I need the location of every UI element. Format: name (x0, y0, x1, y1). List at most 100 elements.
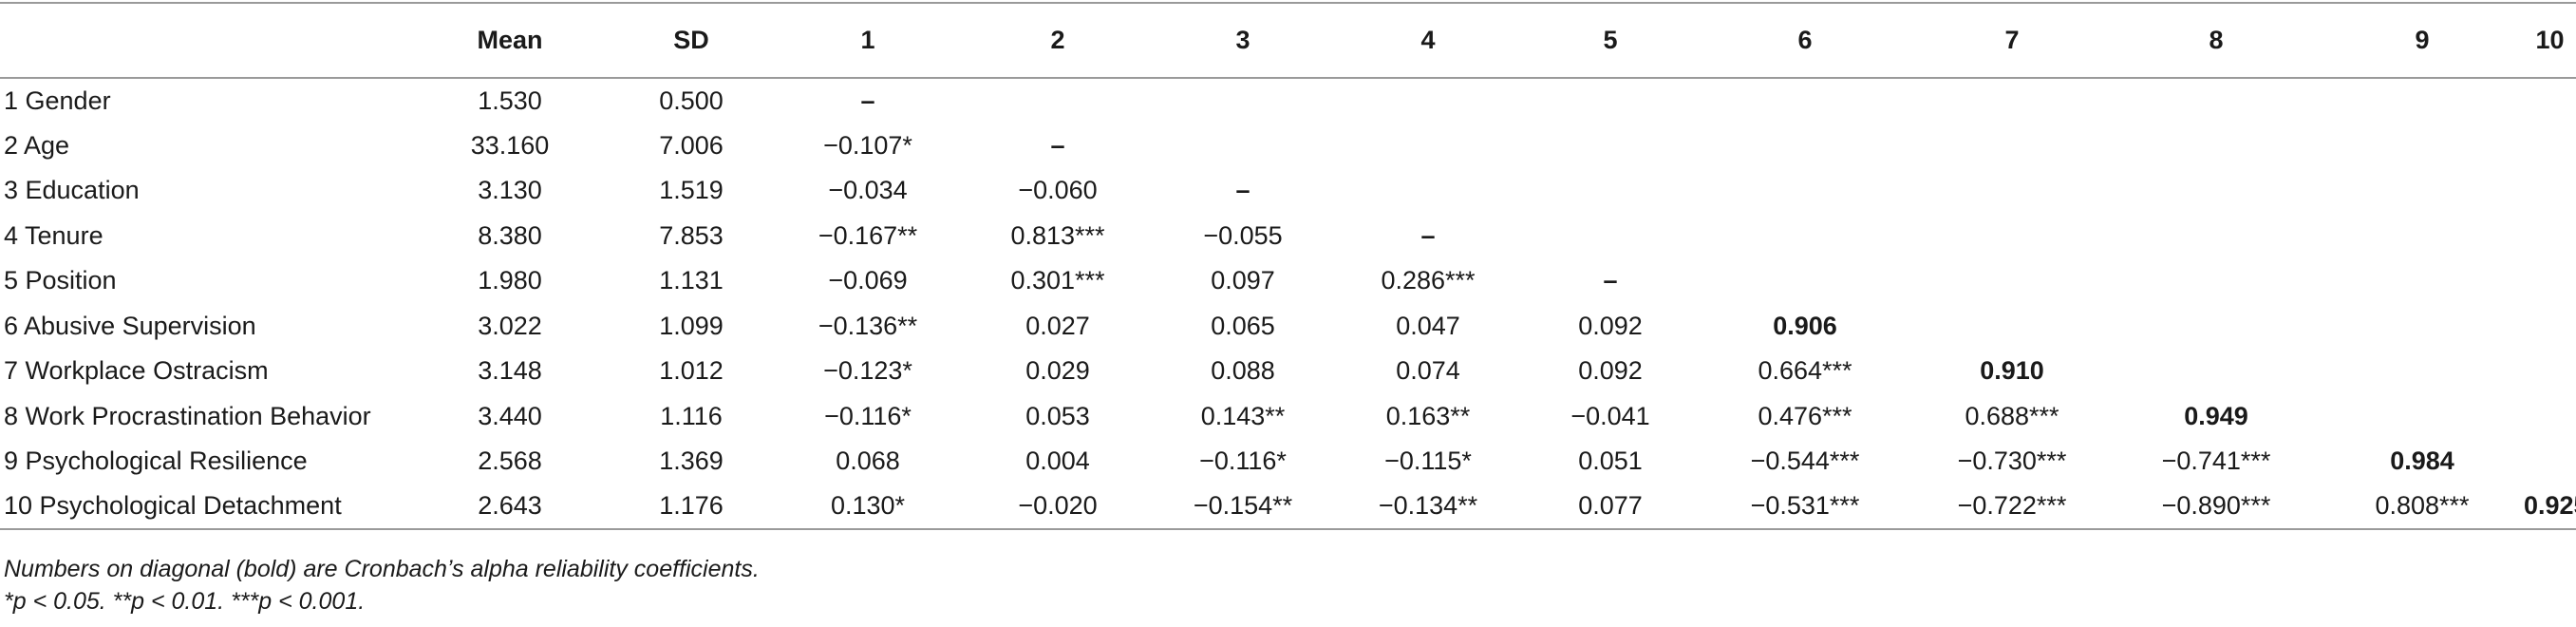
correlation-cell: 0.088 (1211, 356, 1275, 386)
correlation-cell (2524, 439, 2576, 484)
header-cell: 9 (2415, 26, 2430, 54)
correlation-cell: 0.053 (1025, 401, 1090, 430)
variable-name: 9 Psychological Resilience (4, 446, 308, 476)
correlation-cell: 0.476*** (1758, 401, 1852, 430)
correlation-cell: 0.047 (1396, 311, 1460, 340)
correlation-cell: −0.134** (1378, 491, 1478, 521)
table-row: 4 Tenure 8.380 7.853 −0.167** 0.813*** −0.055… (0, 214, 2576, 259)
correlation-cell: −0.041 (1570, 401, 1650, 430)
correlation-cell (1698, 258, 1912, 304)
header-cell: 5 (1603, 26, 1618, 54)
correlation-cell: −0.544*** (1750, 446, 1860, 476)
correlation-cell (2524, 78, 2576, 124)
header-cell: 4 (1420, 26, 1436, 54)
correlation-cell: 0.664*** (1758, 356, 1852, 386)
variable-name: 7 Workplace Ostracism (4, 356, 269, 386)
header-cell: 1 (860, 26, 875, 54)
sd-value: 7.853 (659, 220, 724, 250)
variable-name: 6 Abusive Supervision (4, 311, 256, 340)
correlation-cell (2112, 124, 2321, 169)
header-cell: 7 (2004, 26, 2020, 54)
table-row: 3 Education 3.130 1.519 −0.034 −0.060 – (0, 168, 2576, 214)
correlation-cell: −0.531*** (1750, 491, 1860, 521)
diagonal-cell: 0.949 (2184, 401, 2248, 430)
correlation-cell (1523, 168, 1698, 214)
correlation-cell (1523, 78, 1698, 124)
correlation-table: Mean SD 1 2 3 4 5 6 7 8 9 10 1 Gender 1.530 0.500–2 A… (0, 2, 2576, 530)
correlation-cell: 0.004 (1025, 446, 1090, 476)
correlation-cell: −0.741*** (2161, 446, 2271, 476)
correlation-cell (2524, 124, 2576, 169)
sd-value: 1.131 (659, 266, 724, 295)
diagonal-cell: – (1235, 176, 1250, 205)
diagonal-cell: – (1420, 220, 1436, 250)
correlation-cell: 0.163** (1385, 401, 1471, 430)
correlation-cell: 0.097 (1211, 266, 1275, 295)
table-header: Mean SD 1 2 3 4 5 6 7 8 9 10 (0, 3, 2576, 78)
correlation-cell: −0.890*** (2161, 491, 2271, 521)
note-reliability: Numbers on diagonal (bold) are Cronbach’… (4, 556, 760, 582)
table-row: 1 Gender 1.530 0.500 – (0, 78, 2576, 124)
correlation-cell: 0.074 (1396, 356, 1460, 386)
correlation-cell: 0.029 (1025, 356, 1090, 386)
diagonal-cell: 0.910 (1980, 356, 2044, 386)
mean-value: 3.148 (478, 356, 542, 386)
correlation-cell (1523, 124, 1698, 169)
mean-value: 3.440 (478, 401, 542, 430)
variable-name: 10 Psychological Detachment (4, 491, 342, 521)
correlation-cell: −0.722*** (1957, 491, 2067, 521)
correlation-cell (1698, 78, 1912, 124)
correlation-cell (2321, 258, 2524, 304)
correlation-cell (1912, 124, 2112, 169)
correlation-cell: 0.808*** (2375, 491, 2470, 521)
correlation-cell: 0.051 (1578, 446, 1643, 476)
correlation-cell (2112, 349, 2321, 394)
table-row: 6 Abusive Supervision 3.022 1.099 −0.136** 0… (0, 304, 2576, 350)
sd-value: 1.099 (659, 311, 724, 340)
mean-value: 1.530 (478, 86, 542, 115)
header-cell: 3 (1235, 26, 1250, 54)
diagonal-cell: – (1603, 266, 1618, 295)
mean-value: 1.980 (478, 266, 542, 295)
correlation-cell (2524, 349, 2576, 394)
sd-value: 1.116 (660, 401, 723, 430)
header-variable (0, 3, 410, 78)
correlation-cell (1912, 258, 2112, 304)
sd-value: 1.519 (659, 176, 724, 205)
note-significance: *p < 0.05. **p < 0.01. ***p < 0.001. (4, 588, 366, 615)
correlation-cell: 0.027 (1025, 311, 1090, 340)
correlation-cell: −0.060 (1018, 176, 1098, 205)
sd-value: 7.006 (659, 130, 724, 160)
header-cell: SD (673, 26, 709, 54)
table-row: 9 Psychological Resilience 2.568 1.369 0.06… (0, 439, 2576, 484)
correlation-cell (1912, 78, 2112, 124)
variable-name: 1 Gender (4, 86, 111, 115)
correlation-cell (1333, 78, 1523, 124)
table-row: 2 Age 33.160 7.006 −0.107* – (0, 124, 2576, 169)
correlation-cell (1153, 78, 1333, 124)
correlation-cell (2321, 78, 2524, 124)
header-row: Mean SD 1 2 3 4 5 6 7 8 9 10 (0, 3, 2576, 78)
correlation-cell (1523, 214, 1698, 259)
variable-name: 8 Work Procrastination Behavior (4, 401, 371, 430)
correlation-cell: 0.688*** (1965, 401, 2059, 430)
mean-value: 2.568 (478, 446, 542, 476)
correlation-cell (2321, 214, 2524, 259)
table-notes: Numbers on diagonal (bold) are Cronbach’… (4, 553, 760, 618)
correlation-cell: −0.123* (823, 356, 912, 386)
header-cell: 2 (1050, 26, 1065, 54)
correlation-cell (2112, 304, 2321, 350)
mean-value: 33.160 (470, 130, 550, 160)
correlation-cell (2321, 349, 2524, 394)
correlation-cell: 0.130* (830, 491, 906, 521)
correlation-cell: 0.092 (1578, 311, 1643, 340)
correlation-cell (1698, 168, 1912, 214)
variable-name: 5 Position (4, 266, 117, 295)
sd-value: 1.012 (659, 356, 724, 386)
correlation-cell: −0.115* (1384, 446, 1472, 476)
correlation-cell (2524, 304, 2576, 350)
variable-name: 3 Education (4, 176, 140, 205)
sd-value: 0.500 (659, 86, 724, 115)
correlation-cell (1333, 168, 1523, 214)
